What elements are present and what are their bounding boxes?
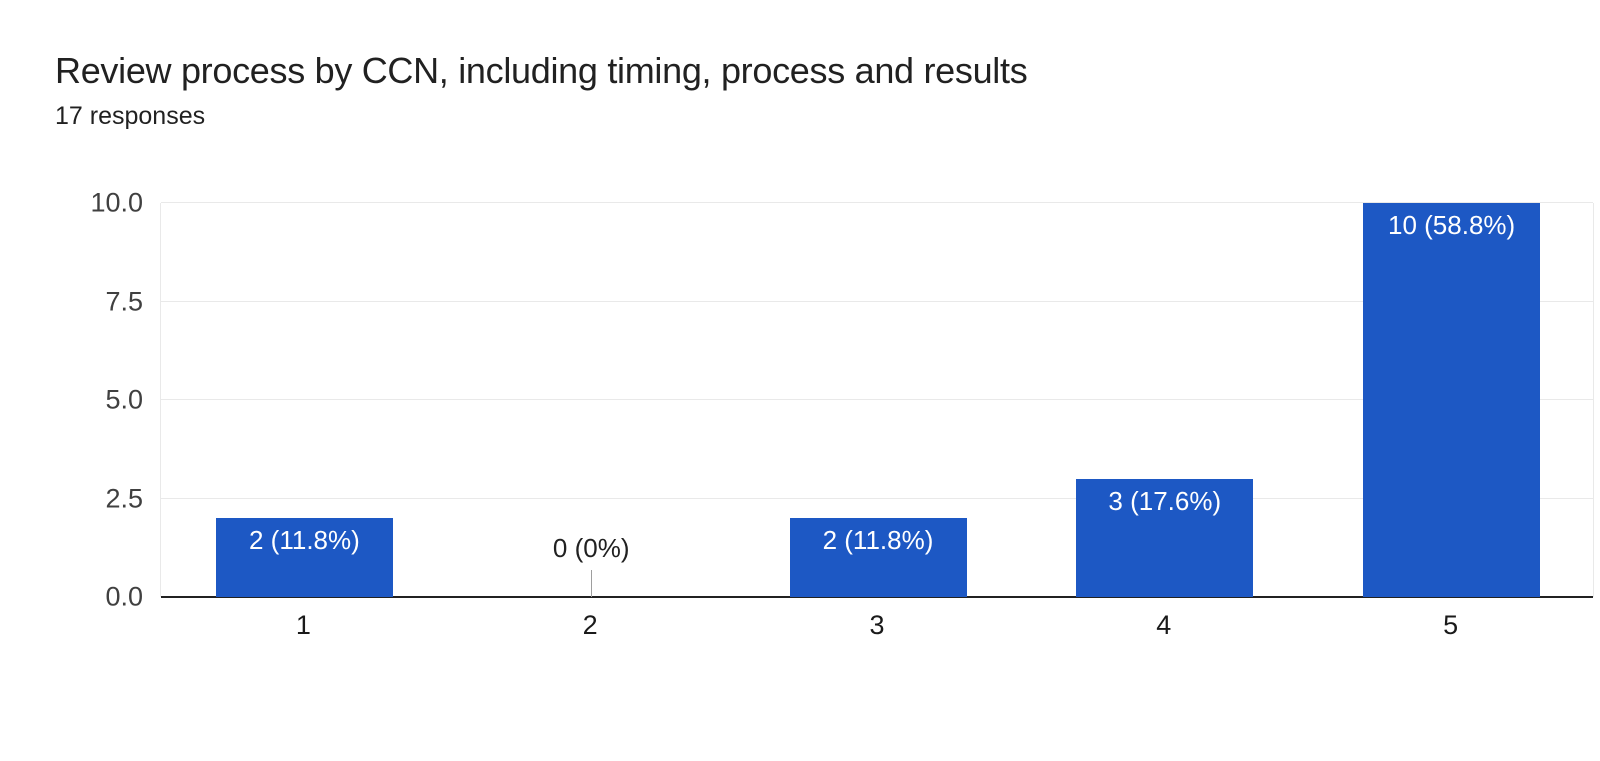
bar-4[interactable]: 3 (17.6%) (1076, 478, 1254, 597)
y-axis-label: 2.5 (105, 483, 143, 513)
y-axis-label: 7.5 (105, 286, 143, 316)
chart-title: Review process by CCN, including timing,… (55, 50, 1028, 91)
bar-value-label: 2 (11.8%) (822, 525, 934, 556)
x-axis-label: 4 (1156, 610, 1172, 640)
x-axis-label: 5 (1443, 610, 1459, 640)
x-axis: 1 2 3 4 5 (160, 610, 1594, 650)
plot-area: 2 (11.8%) 0 (0%) 2 (11.8%) 3 (17.6%) 10 (58.… (160, 202, 1594, 598)
y-axis-label: 10.0 (90, 187, 143, 218)
x-axis-label: 3 (869, 610, 885, 640)
y-axis-label: 0.0 (105, 581, 143, 612)
x-axis-label: 2 (582, 610, 598, 640)
y-axis: 0.0 2.5 5.0 7.5 10.0 (0, 188, 143, 612)
bar-5[interactable]: 10 (58.8%) (1363, 203, 1541, 597)
x-axis-line (161, 596, 1593, 598)
gridline (161, 202, 1593, 203)
x-axis-label: 1 (295, 610, 311, 640)
gridline (161, 497, 1593, 499)
bar-value-label: 10 (58.8%) (1388, 210, 1516, 240)
y-axis-label: 5.0 (105, 384, 143, 415)
bar-3[interactable]: 2 (11.8%) (789, 518, 967, 597)
bar-1[interactable]: 2 (11.8%) (215, 518, 393, 597)
bar-value-label: 2 (11.8%) (248, 525, 360, 556)
zero-callout-line (591, 570, 593, 597)
gridline (161, 399, 1593, 400)
response-count: 17 responses (55, 102, 206, 130)
bar-value-label: 0 (0%) (552, 533, 630, 563)
gridline (161, 300, 1593, 302)
bar-value-label: 3 (17.6%) (1108, 485, 1222, 516)
